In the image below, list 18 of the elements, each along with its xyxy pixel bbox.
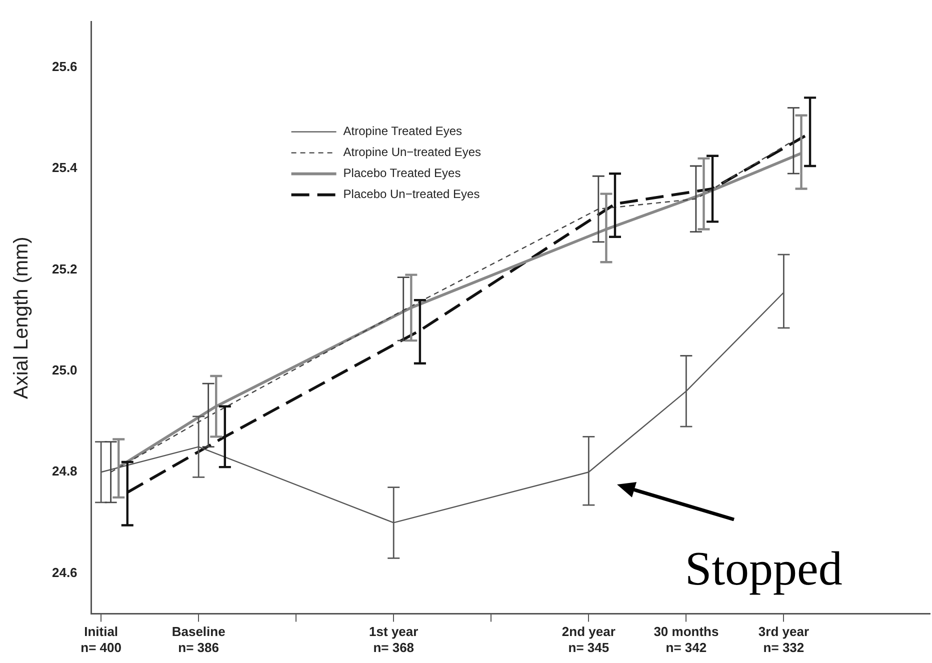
y-tick-label: 25.4 — [52, 160, 78, 176]
y-tick-label: 25.0 — [52, 362, 78, 378]
x-tick-label: 3rd year n= 332 — [758, 624, 810, 655]
y-axis-title: Axial Length (mm) — [10, 236, 33, 399]
x-tick-label: Initial n= 400 — [80, 624, 122, 655]
y-tick-label: 25.2 — [52, 261, 78, 276]
annotation: Stopped — [684, 542, 842, 596]
y-tick-label: 24.6 — [52, 564, 78, 580]
legend-label: Atropine Un−treated Eyes — [343, 145, 482, 160]
x-tick-label: 1st year n= 368 — [369, 624, 418, 655]
legend-label: Placebo Treated Eyes — [343, 166, 461, 180]
legend-label: Atropine Treated Eyes — [343, 124, 462, 138]
x-tick-label: Baseline n= 386 — [172, 624, 226, 655]
y-tick-label: 25.6 — [52, 58, 78, 74]
y-tick-label: 24.8 — [52, 464, 78, 479]
x-tick-label: 30 months n= 342 — [654, 624, 719, 655]
x-tick-label: 2nd year n= 345 — [562, 624, 616, 655]
legend-label: Placebo Un−treated Eyes — [343, 187, 480, 202]
